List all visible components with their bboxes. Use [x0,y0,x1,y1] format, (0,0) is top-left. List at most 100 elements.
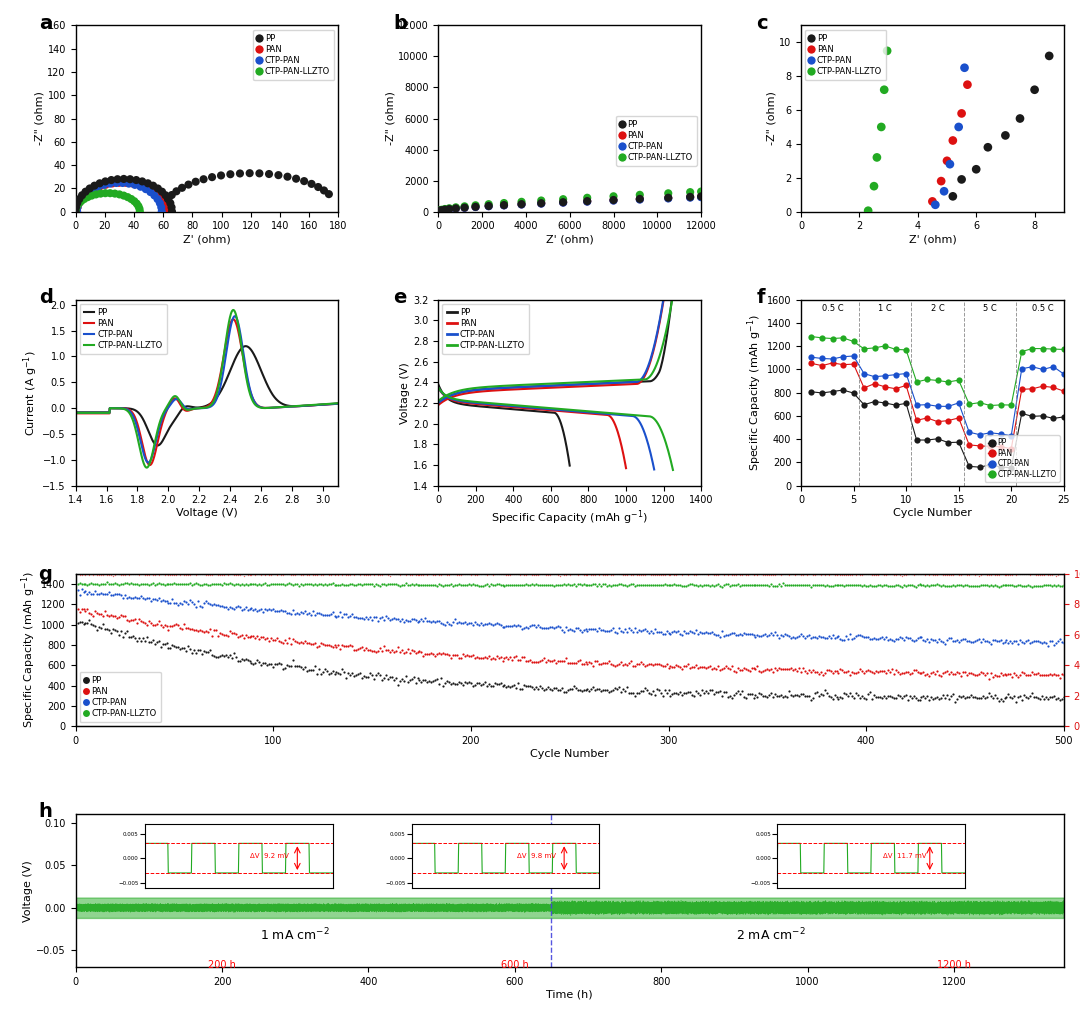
Point [860,629,877,645]
Point [67,204,84,220]
Point [415,567,432,583]
Point [848,577,865,593]
Point [1029,567,1047,583]
Point [1000,666,1017,682]
Point [419,645,436,662]
Point [227,576,244,592]
Point [991,632,1009,648]
Point [491,566,509,582]
PAN [69,407,82,419]
Point [589,623,606,639]
Point [162,567,179,583]
Point [221,166,239,182]
Point [665,659,683,675]
Point [274,603,292,619]
Point [1039,667,1056,683]
Point [967,667,984,683]
Point [631,186,648,203]
Text: 1200 h: 1200 h [937,960,971,970]
Point [770,660,787,676]
Point [1026,689,1043,705]
Point [517,567,535,583]
Point [298,634,315,651]
Point [654,567,672,583]
Point [1038,689,1055,705]
Point [274,661,292,677]
Legend: PP, PAN, CTP-PAN, CTP-PAN-LLZTO: PP, PAN, CTP-PAN, CTP-PAN-LLZTO [616,116,697,166]
Point [154,566,172,582]
Point [267,566,284,582]
Point [462,576,480,592]
Point [138,617,156,633]
Point [166,574,184,590]
Point [519,577,537,593]
Point [490,616,508,632]
Point [341,636,359,653]
Point [117,566,134,582]
Point [1014,692,1031,709]
Point [872,565,889,581]
Point [956,60,973,76]
Point [772,662,789,678]
Point [1027,578,1044,595]
Point [631,191,648,208]
Point [294,605,311,621]
Point [631,577,648,593]
Point [816,666,834,682]
Point [302,607,320,623]
Point [545,578,563,595]
Point [237,566,254,582]
Point [955,577,972,593]
Point [681,189,699,206]
Point [608,576,625,592]
Point [741,577,758,593]
Point [996,690,1013,706]
Point [852,567,869,583]
Point [306,567,323,583]
Point [1020,566,1037,582]
Point [107,566,124,582]
Point [1005,578,1023,595]
Point [282,636,299,653]
Point [998,566,1015,582]
Point [324,663,341,679]
Point [365,566,382,582]
Point [1039,567,1056,583]
Line: PAN: PAN [76,320,338,465]
Point [126,589,144,606]
Point [696,660,713,676]
Point [777,626,794,642]
Point [893,567,910,583]
Point [129,195,146,212]
Point [1027,632,1044,648]
Point [681,184,699,201]
Point [960,578,977,595]
Point [377,641,394,658]
Point [901,577,918,593]
Point [725,566,742,582]
CTP-PAN-LLZTO [570,404,583,416]
Point [126,611,144,627]
Point [379,610,396,626]
Point [276,566,294,582]
Point [438,614,456,630]
Point [986,632,1003,648]
Point [154,635,172,652]
Point [605,620,622,636]
Point [636,567,653,583]
Point [610,566,627,582]
Point [605,192,622,209]
Point [421,645,438,662]
Point [759,688,777,704]
Point [782,687,799,703]
Point [98,586,116,603]
Point [334,661,351,677]
Point [748,627,766,643]
Point [281,575,298,591]
Point [762,576,780,592]
Point [840,630,858,646]
Point [274,576,292,592]
Point [696,685,713,701]
Point [960,567,977,583]
Point [350,576,367,592]
